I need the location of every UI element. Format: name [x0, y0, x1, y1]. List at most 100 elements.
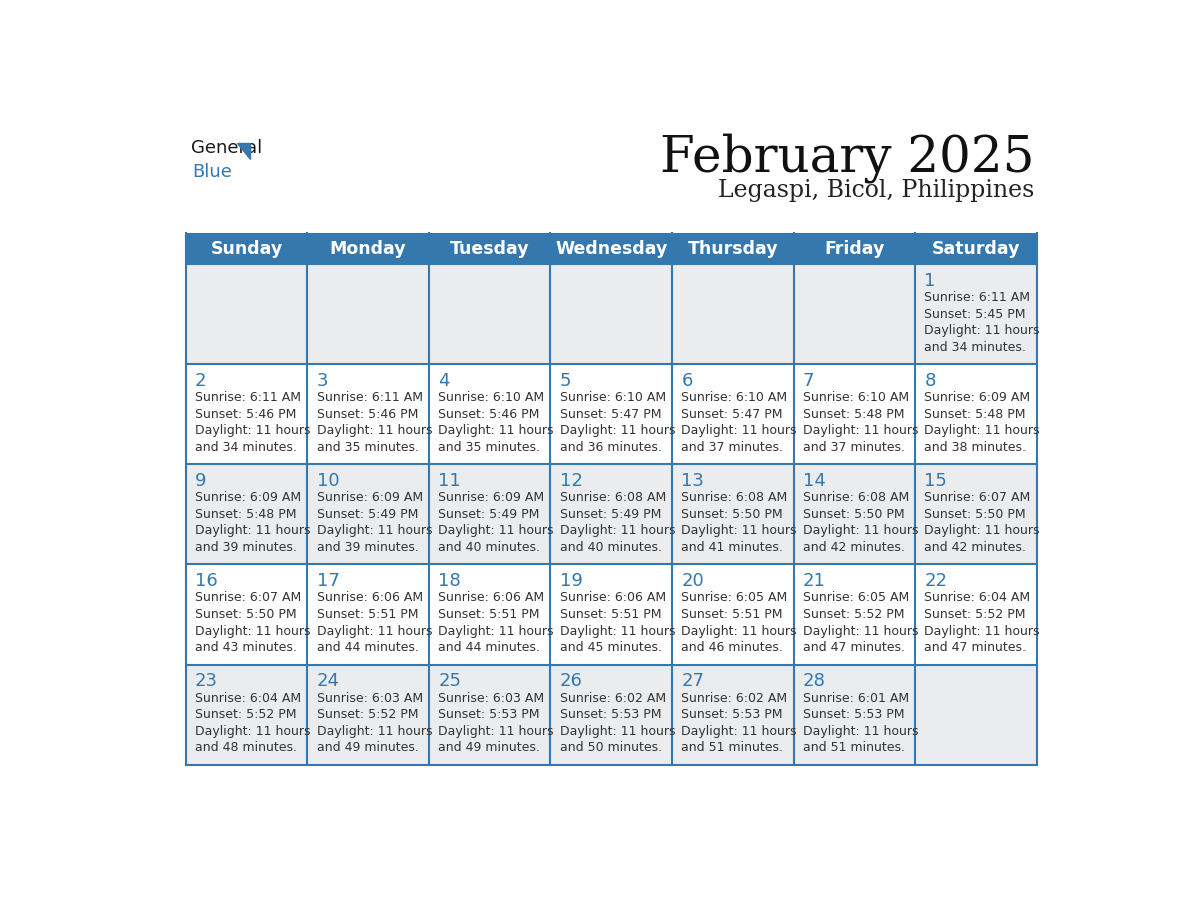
Text: 8: 8 [924, 372, 936, 390]
Text: 26: 26 [560, 672, 582, 690]
Text: 23: 23 [195, 672, 219, 690]
Text: 12: 12 [560, 472, 582, 490]
Text: Sunrise: 6:09 AM: Sunrise: 6:09 AM [316, 491, 423, 504]
Text: 15: 15 [924, 472, 947, 490]
Text: Sunrise: 6:06 AM: Sunrise: 6:06 AM [438, 591, 544, 604]
Text: 22: 22 [924, 572, 947, 590]
Text: Legaspi, Bicol, Philippines: Legaspi, Bicol, Philippines [718, 179, 1035, 203]
Text: and 44 minutes.: and 44 minutes. [438, 641, 541, 654]
Text: and 42 minutes.: and 42 minutes. [803, 541, 905, 554]
Text: Daylight: 11 hours: Daylight: 11 hours [681, 724, 797, 738]
Text: Tuesday: Tuesday [450, 240, 530, 258]
Text: Daylight: 11 hours: Daylight: 11 hours [560, 724, 675, 738]
Text: and 40 minutes.: and 40 minutes. [560, 541, 662, 554]
Text: Sunrise: 6:06 AM: Sunrise: 6:06 AM [560, 591, 665, 604]
Text: and 47 minutes.: and 47 minutes. [803, 641, 905, 654]
Text: Sunrise: 6:01 AM: Sunrise: 6:01 AM [803, 691, 909, 704]
Text: 27: 27 [681, 672, 704, 690]
Text: and 48 minutes.: and 48 minutes. [195, 741, 297, 755]
Text: and 47 minutes.: and 47 minutes. [924, 641, 1026, 654]
Text: and 37 minutes.: and 37 minutes. [681, 441, 783, 453]
Bar [185, 565, 1037, 665]
Text: 1: 1 [924, 272, 936, 290]
Text: Sunrise: 6:11 AM: Sunrise: 6:11 AM [924, 291, 1030, 304]
Text: Sunset: 5:47 PM: Sunset: 5:47 PM [560, 408, 662, 420]
Text: Sunrise: 6:02 AM: Sunrise: 6:02 AM [560, 691, 665, 704]
Text: Daylight: 11 hours: Daylight: 11 hours [924, 324, 1040, 337]
Text: Daylight: 11 hours: Daylight: 11 hours [681, 624, 797, 637]
Text: and 45 minutes.: and 45 minutes. [560, 641, 662, 654]
Text: Daylight: 11 hours: Daylight: 11 hours [195, 524, 310, 537]
Text: 21: 21 [803, 572, 826, 590]
Text: Sunset: 5:47 PM: Sunset: 5:47 PM [681, 408, 783, 420]
Text: and 34 minutes.: and 34 minutes. [195, 441, 297, 453]
Text: 5: 5 [560, 372, 571, 390]
Text: Sunset: 5:51 PM: Sunset: 5:51 PM [316, 608, 418, 621]
Text: Daylight: 11 hours: Daylight: 11 hours [681, 424, 797, 437]
Text: Sunset: 5:50 PM: Sunset: 5:50 PM [924, 508, 1026, 521]
Text: Daylight: 11 hours: Daylight: 11 hours [438, 724, 554, 738]
Bar [185, 264, 1037, 364]
Text: Sunset: 5:50 PM: Sunset: 5:50 PM [195, 608, 297, 621]
Text: Sunset: 5:48 PM: Sunset: 5:48 PM [803, 408, 904, 420]
Text: and 44 minutes.: and 44 minutes. [316, 641, 418, 654]
Text: Daylight: 11 hours: Daylight: 11 hours [195, 724, 310, 738]
Text: Sunrise: 6:10 AM: Sunrise: 6:10 AM [560, 391, 665, 404]
Bar [185, 465, 1037, 565]
Text: Daylight: 11 hours: Daylight: 11 hours [924, 524, 1040, 537]
Text: Sunrise: 6:11 AM: Sunrise: 6:11 AM [195, 391, 301, 404]
Text: Sunset: 5:50 PM: Sunset: 5:50 PM [681, 508, 783, 521]
Text: and 37 minutes.: and 37 minutes. [803, 441, 905, 453]
Text: Sunrise: 6:09 AM: Sunrise: 6:09 AM [924, 391, 1030, 404]
Text: Daylight: 11 hours: Daylight: 11 hours [316, 624, 432, 637]
Text: 9: 9 [195, 472, 207, 490]
Text: and 49 minutes.: and 49 minutes. [438, 741, 541, 755]
Text: Thursday: Thursday [688, 240, 778, 258]
Text: and 34 minutes.: and 34 minutes. [924, 341, 1026, 353]
Text: Wednesday: Wednesday [555, 240, 668, 258]
Text: 17: 17 [316, 572, 340, 590]
Text: Sunrise: 6:08 AM: Sunrise: 6:08 AM [681, 491, 788, 504]
Text: and 51 minutes.: and 51 minutes. [681, 741, 783, 755]
Text: Daylight: 11 hours: Daylight: 11 hours [438, 524, 554, 537]
Text: Daylight: 11 hours: Daylight: 11 hours [803, 524, 918, 537]
Text: Sunset: 5:51 PM: Sunset: 5:51 PM [560, 608, 662, 621]
Text: and 51 minutes.: and 51 minutes. [803, 741, 905, 755]
Text: Daylight: 11 hours: Daylight: 11 hours [924, 624, 1040, 637]
Text: 25: 25 [438, 672, 461, 690]
Text: 18: 18 [438, 572, 461, 590]
Text: Daylight: 11 hours: Daylight: 11 hours [438, 424, 554, 437]
Text: Sunrise: 6:10 AM: Sunrise: 6:10 AM [803, 391, 909, 404]
Text: Sunrise: 6:05 AM: Sunrise: 6:05 AM [803, 591, 909, 604]
Text: Sunrise: 6:03 AM: Sunrise: 6:03 AM [316, 691, 423, 704]
Text: and 35 minutes.: and 35 minutes. [438, 441, 541, 453]
Text: Sunrise: 6:10 AM: Sunrise: 6:10 AM [681, 391, 788, 404]
Text: and 42 minutes.: and 42 minutes. [924, 541, 1026, 554]
Text: Sunset: 5:53 PM: Sunset: 5:53 PM [438, 708, 539, 721]
Text: Sunrise: 6:08 AM: Sunrise: 6:08 AM [803, 491, 909, 504]
Text: Sunrise: 6:09 AM: Sunrise: 6:09 AM [195, 491, 301, 504]
Text: Sunrise: 6:07 AM: Sunrise: 6:07 AM [195, 591, 302, 604]
Text: Sunrise: 6:09 AM: Sunrise: 6:09 AM [438, 491, 544, 504]
Text: 20: 20 [681, 572, 704, 590]
Text: and 39 minutes.: and 39 minutes. [316, 541, 418, 554]
Text: Blue: Blue [192, 162, 232, 181]
Text: Sunset: 5:53 PM: Sunset: 5:53 PM [560, 708, 662, 721]
Text: Sunset: 5:51 PM: Sunset: 5:51 PM [681, 608, 783, 621]
Text: Sunday: Sunday [210, 240, 283, 258]
Text: 13: 13 [681, 472, 704, 490]
Text: Sunset: 5:49 PM: Sunset: 5:49 PM [316, 508, 418, 521]
Text: Daylight: 11 hours: Daylight: 11 hours [803, 424, 918, 437]
Text: Sunrise: 6:05 AM: Sunrise: 6:05 AM [681, 591, 788, 604]
Text: Sunset: 5:46 PM: Sunset: 5:46 PM [438, 408, 539, 420]
Text: Sunset: 5:46 PM: Sunset: 5:46 PM [195, 408, 296, 420]
Text: Saturday: Saturday [931, 240, 1020, 258]
Text: Sunrise: 6:04 AM: Sunrise: 6:04 AM [195, 691, 301, 704]
Text: Daylight: 11 hours: Daylight: 11 hours [560, 424, 675, 437]
Text: and 38 minutes.: and 38 minutes. [924, 441, 1026, 453]
Text: Daylight: 11 hours: Daylight: 11 hours [560, 524, 675, 537]
Text: Sunset: 5:52 PM: Sunset: 5:52 PM [803, 608, 904, 621]
Text: 14: 14 [803, 472, 826, 490]
Text: Sunrise: 6:04 AM: Sunrise: 6:04 AM [924, 591, 1030, 604]
Text: Sunset: 5:49 PM: Sunset: 5:49 PM [438, 508, 539, 521]
